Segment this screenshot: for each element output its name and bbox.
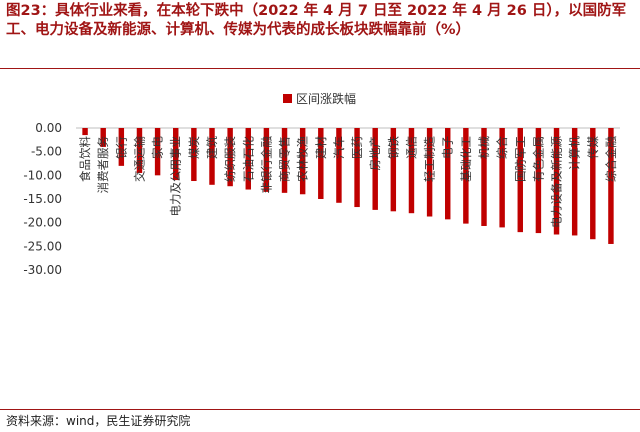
bar [318, 128, 324, 199]
x-tick-label: 商贸零售 [278, 136, 292, 182]
legend: 区间涨跌幅 [283, 91, 356, 106]
y-axis: 0.00 -5.00 -10.00 -15.00 -20.00 -25.00 -30.00 [23, 121, 62, 277]
bar [354, 128, 360, 208]
bar [281, 128, 288, 193]
chart-area: 区间涨跌幅 0.00 -5.00 -10.00 -15.00 -20.00 -25.00 -… [0, 70, 640, 408]
legend-swatch [283, 94, 292, 103]
bar [245, 128, 251, 190]
bar [535, 128, 542, 234]
bar [571, 128, 578, 236]
bar [82, 128, 88, 136]
x-tick-label: 煤炭 [187, 136, 201, 159]
x-tick-label: 钢铁 [386, 136, 400, 159]
x-tick-label: 综合 [495, 136, 509, 159]
title-divider [0, 68, 640, 69]
y-tick-label: -25.00 [23, 239, 62, 253]
x-tick-label: 国防军工 [513, 136, 527, 182]
x-tick-label: 建筑 [205, 136, 219, 159]
bar [481, 128, 487, 226]
y-tick-label: -20.00 [23, 216, 62, 230]
bar [136, 128, 143, 173]
x-tick-label: 基础化工 [459, 136, 473, 182]
x-tick-label: 农林牧渔 [296, 136, 310, 182]
x-tick-label: 食品饮料 [78, 136, 92, 182]
bar [372, 128, 378, 210]
bar [390, 128, 397, 212]
x-tick-label: 交通运输 [132, 136, 146, 182]
y-tick-label: -15.00 [23, 192, 62, 206]
x-tick-label: 医药 [350, 136, 364, 159]
bar [209, 128, 215, 185]
y-tick-label: -10.00 [23, 168, 62, 182]
bar [299, 128, 306, 195]
source-divider [0, 409, 640, 410]
y-tick-label: -30.00 [23, 263, 62, 277]
x-tick-label: 通信 [404, 136, 418, 159]
bar [517, 128, 523, 233]
bar [336, 128, 342, 203]
x-tick-label: 计算机 [568, 136, 582, 171]
bar [445, 128, 451, 220]
x-tick-label: 纺织服装 [223, 136, 237, 182]
x-tick-label: 传媒 [586, 136, 600, 159]
x-tick-label: 非银行金融 [259, 136, 273, 194]
x-tick-label: 综合金融 [604, 136, 618, 182]
bar [154, 128, 161, 176]
figure-title: 图23：具体行业来看，在本轮下跌中（2022 年 4 月 7 日至 2022 年… [6, 3, 627, 38]
bars [82, 128, 614, 244]
bar [408, 128, 415, 214]
bar [499, 128, 505, 228]
x-tick-label: 电子 [441, 136, 455, 159]
bar [608, 128, 614, 244]
source-note: 资料来源：wind，民生证券研究院 [6, 414, 191, 428]
y-tick-label: -5.00 [31, 145, 62, 159]
x-tick-label: 电力及公用事业 [169, 136, 183, 217]
x-tick-label: 银行 [114, 136, 128, 159]
x-tick-label: 消费者服务 [96, 136, 110, 194]
y-tick-label: 0.00 [35, 121, 62, 135]
bar [118, 128, 125, 166]
bar [173, 128, 179, 181]
x-tick-label: 机械 [477, 136, 491, 159]
bar [191, 128, 197, 182]
x-tick-label: 石油石化 [241, 136, 255, 182]
bar [263, 128, 270, 192]
bar-chart: 区间涨跌幅 0.00 -5.00 -10.00 -15.00 -20.00 -25.00 -… [23, 91, 620, 277]
bar [426, 128, 433, 217]
x-axis-labels: 食品饮料 消费者服务 银行 交通运输 家电 电力及公用事业 煤炭 建筑 纺织服装 石油石化 非银行金… [78, 136, 618, 228]
bar [463, 128, 469, 224]
x-tick-label: 汽车 [332, 136, 346, 159]
x-tick-label: 轻工制造 [423, 136, 437, 182]
x-tick-label: 家电 [151, 136, 165, 159]
bar [553, 128, 560, 235]
x-tick-label: 建材 [314, 136, 328, 159]
x-tick-label: 房地产 [368, 136, 382, 171]
x-tick-label: 电力设备及新能源 [550, 136, 564, 228]
x-tick-label: 有色金属 [531, 136, 545, 182]
bar [227, 128, 233, 187]
legend-label: 区间涨跌幅 [296, 91, 356, 106]
bar [590, 128, 596, 240]
bar [100, 128, 106, 147]
